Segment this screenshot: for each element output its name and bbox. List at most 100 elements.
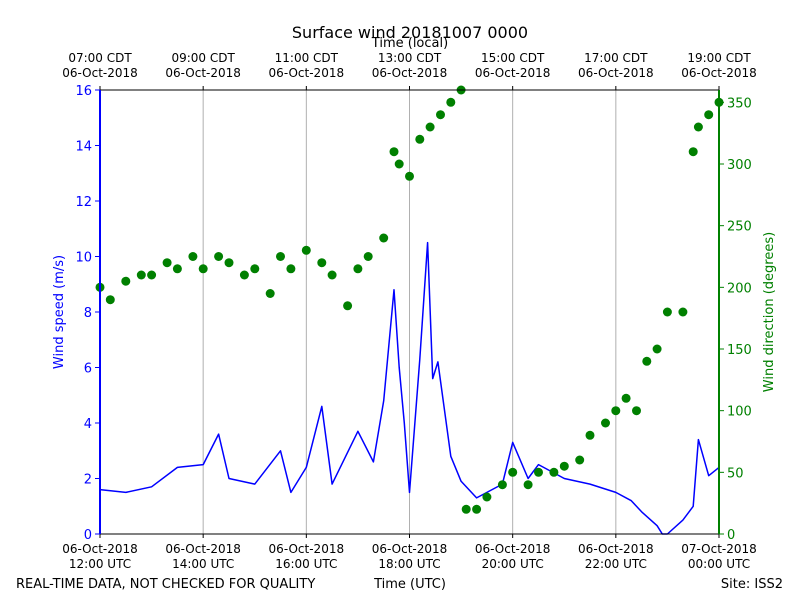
x-tick-label-top-time: 15:00 CDT [481, 51, 545, 65]
wind-direction-point [105, 295, 115, 305]
wind-direction-point [497, 480, 507, 490]
x-tick-label-top-date: 06-Oct-2018 [62, 66, 138, 80]
wind-direction-point [585, 430, 595, 440]
wind-speed-series [99, 241, 720, 535]
x-tick-label-bottom-time: 18:00 UTC [378, 557, 440, 571]
x-tick-label-bottom-date: 06-Oct-2018 [578, 542, 654, 556]
y-tick-label-left: 14 [75, 140, 92, 155]
y-tick-label-right: 0 [727, 528, 735, 543]
x-tick-label-top-time: 09:00 CDT [171, 51, 235, 65]
wind-direction-point [327, 270, 337, 280]
wind-direction-point [363, 252, 373, 261]
footer-quality-note: REAL-TIME DATA, NOT CHECKED FOR QUALITY [16, 577, 315, 592]
wind-direction-point [353, 264, 363, 274]
wind-direction-point [188, 252, 198, 261]
y-tick-label-right: 350 [727, 96, 752, 111]
wind-direction-point [415, 134, 425, 144]
x-tick-label-bottom-date: 07-Oct-2018 [681, 542, 757, 556]
wind-direction-point [394, 159, 404, 169]
y-tick-label-left: 6 [84, 362, 92, 377]
x-tick-label-top-date: 06-Oct-2018 [269, 66, 345, 80]
x-tick-label-bottom-date: 06-Oct-2018 [372, 542, 448, 556]
wind-direction-point [693, 122, 703, 132]
wind-direction-point [405, 171, 414, 181]
x-tick-label-bottom-time: 12:00 UTC [69, 557, 131, 571]
wind-direction-point [549, 467, 559, 477]
y-tick-label-left: 8 [84, 306, 92, 321]
y-tick-label-right: 50 [727, 466, 744, 481]
footer-site: Site: ISS2 [721, 577, 783, 592]
y-tick-label-left: 4 [84, 417, 92, 432]
wind-direction-point [301, 245, 311, 255]
y-tick-label-left: 0 [84, 528, 92, 543]
wind-direction-point [642, 356, 652, 366]
y-axis-right-ticks: 0 50 100 150 200 250 300 350 [719, 96, 752, 543]
wind-direction-point [121, 276, 131, 286]
wind-direction-point [172, 264, 182, 274]
x-tick-label-top-date: 06-Oct-2018 [681, 66, 757, 80]
y-tick-label-right: 150 [727, 343, 752, 358]
x-tick-label-bottom-date: 06-Oct-2018 [475, 542, 551, 556]
y-axis-left-label: Wind speed (m/s) [52, 255, 67, 369]
y-tick-label-right: 300 [727, 158, 752, 173]
x-tick-label-top-time: 17:00 CDT [584, 51, 648, 65]
wind-direction-point [162, 258, 172, 268]
x-tick-label-top-time: 13:00 CDT [378, 51, 442, 65]
x-tick-label-top-date: 06-Oct-2018 [475, 66, 551, 80]
y-tick-label-left: 10 [75, 251, 92, 266]
wind-direction-point [704, 110, 714, 120]
x-tick-label-top-time: 11:00 CDT [275, 51, 339, 65]
x-axis-label: Time (UTC) [373, 577, 446, 592]
wind-direction-point [678, 307, 688, 317]
wind-direction-series [95, 85, 724, 514]
x-tick-label-bottom-time: 20:00 UTC [482, 557, 544, 571]
x-tick-label-top-time: 07:00 CDT [68, 51, 132, 65]
wind-direction-point [559, 461, 569, 471]
y-tick-label-right: 250 [727, 220, 752, 235]
wind-direction-point [652, 344, 662, 354]
wind-direction-point [436, 110, 445, 120]
x-tick-label-bottom-date: 06-Oct-2018 [62, 542, 138, 556]
wind-direction-point [482, 492, 492, 502]
wind-direction-point [523, 480, 533, 490]
wind-direction-point [534, 467, 543, 477]
wind-direction-point [662, 307, 672, 317]
y-tick-label-left: 2 [84, 473, 92, 488]
x-tick-label-bottom-date: 06-Oct-2018 [269, 542, 345, 556]
wind-direction-point [276, 252, 285, 261]
wind-direction-point [632, 406, 641, 416]
x-tick-label-top-time: 19:00 CDT [687, 51, 751, 65]
y-axis-left-ticks: 0 2 4 6 8 10 12 14 16 [75, 84, 100, 543]
wind-direction-point [224, 258, 234, 268]
vertical-gridlines [202, 90, 617, 534]
wind-direction-point [508, 467, 518, 477]
wind-speed-line [99, 241, 720, 535]
wind-direction-point [461, 504, 471, 514]
wind-direction-point [611, 406, 621, 416]
wind-direction-point [136, 270, 146, 280]
top-axis-label: Time (local) [371, 36, 448, 51]
x-tick-label-bottom-date: 06-Oct-2018 [165, 542, 241, 556]
wind-direction-point [317, 258, 327, 268]
x-tick-label-bottom-time: 22:00 UTC [585, 557, 647, 571]
wind-direction-point [286, 264, 296, 274]
wind-direction-point [688, 147, 698, 157]
wind-direction-point [379, 233, 389, 243]
wind-direction-point [446, 97, 456, 107]
wind-direction-point [239, 270, 249, 280]
y-tick-label-left: 12 [75, 195, 92, 210]
wind-direction-point [147, 270, 157, 280]
wind-direction-point [265, 289, 275, 298]
wind-direction-point [198, 264, 208, 274]
wind-direction-point [389, 147, 399, 157]
wind-direction-point [575, 455, 585, 465]
wind-direction-point [425, 122, 435, 132]
x-tick-label-top-date: 06-Oct-2018 [372, 66, 448, 80]
y-tick-label-left: 16 [75, 84, 92, 99]
x-tick-label-top-date: 06-Oct-2018 [165, 66, 241, 80]
x-tick-label-bottom-time: 14:00 UTC [172, 557, 234, 571]
wind-direction-point [472, 504, 482, 514]
